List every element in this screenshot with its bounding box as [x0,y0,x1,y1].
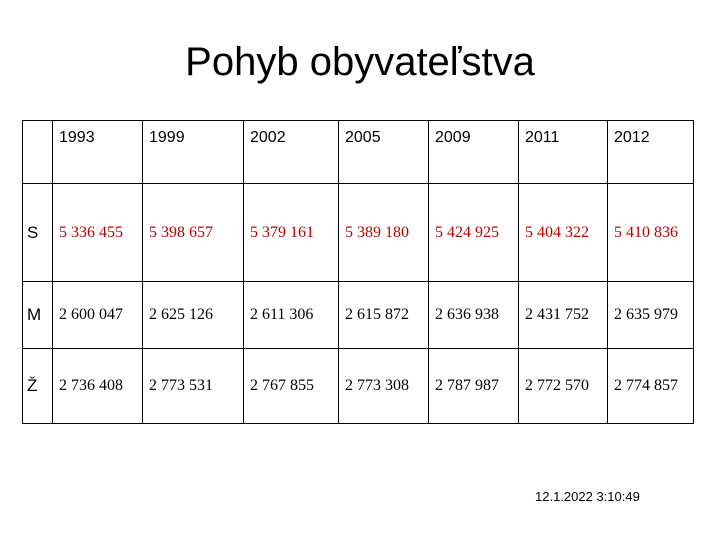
population-cell: 2 615 872 [338,281,429,349]
header-row: 1993 1999 2002 2005 2009 2011 2012 [22,120,694,184]
population-cell: 2 600 047 [52,281,143,349]
population-cell: 2 736 408 [52,348,143,424]
population-cell: 2 767 855 [243,348,339,424]
population-cell: 2 625 126 [142,281,244,349]
year-header: 2002 [243,120,339,184]
row-label: S [22,183,53,282]
year-header: 1993 [52,120,143,184]
population-cell: 2 774 857 [607,348,694,424]
row-label: Ž [22,348,53,424]
population-cell: 2 635 979 [607,281,694,349]
population-cell: 5 410 836 [607,183,694,282]
population-cell: 5 398 657 [142,183,244,282]
population-cell: 2 773 531 [142,348,244,424]
population-cell: 5 404 322 [518,183,608,282]
population-cell: 5 389 180 [338,183,429,282]
date-stamp: 12.1.2022 3:10:49 [535,489,640,504]
population-cell: 2 431 752 [518,281,608,349]
population-table: 1993 1999 2002 2005 2009 2011 2012 S 5 336 455 5 … [22,120,694,424]
population-cell: 5 424 925 [428,183,519,282]
population-cell: 2 787 987 [428,348,519,424]
year-header: 2011 [518,120,608,184]
population-cell: 2 773 308 [338,348,429,424]
year-header: 2005 [338,120,429,184]
population-cell: 2 611 306 [243,281,339,349]
year-header: 2009 [428,120,519,184]
slide-title: Pohyb obyvateľstva [185,40,535,84]
year-header: 2012 [607,120,694,184]
population-cell: 2 636 938 [428,281,519,349]
corner-cell [22,120,53,184]
population-cell: 2 772 570 [518,348,608,424]
year-header: 1999 [142,120,244,184]
population-cell: 5 379 161 [243,183,339,282]
population-cell: 5 336 455 [52,183,143,282]
row-label: M [22,281,53,349]
